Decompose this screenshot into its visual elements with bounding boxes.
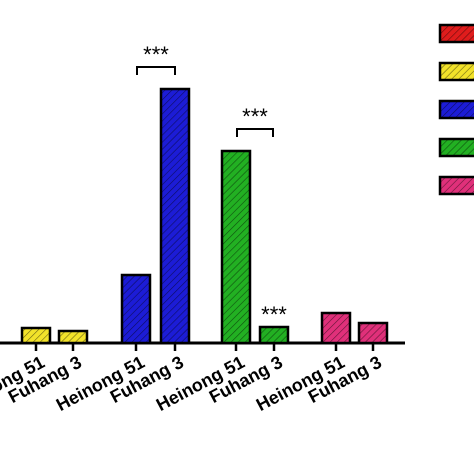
bar [357, 321, 389, 345]
bar [320, 311, 352, 345]
annotation: *** [143, 42, 169, 67]
legend-swatch [438, 175, 474, 196]
legend-swatch [438, 23, 474, 44]
significance-bracket [236, 128, 274, 137]
bar [159, 87, 191, 345]
annotation: *** [242, 104, 268, 129]
bar [220, 149, 252, 345]
bar [20, 326, 52, 345]
legend-swatch [438, 99, 474, 120]
bar [258, 325, 290, 345]
significance-bracket [136, 66, 176, 75]
bar [120, 273, 152, 345]
legend-swatch [438, 137, 474, 158]
legend-swatch [438, 61, 474, 82]
annotation: *** [261, 302, 287, 327]
bar [57, 329, 89, 345]
